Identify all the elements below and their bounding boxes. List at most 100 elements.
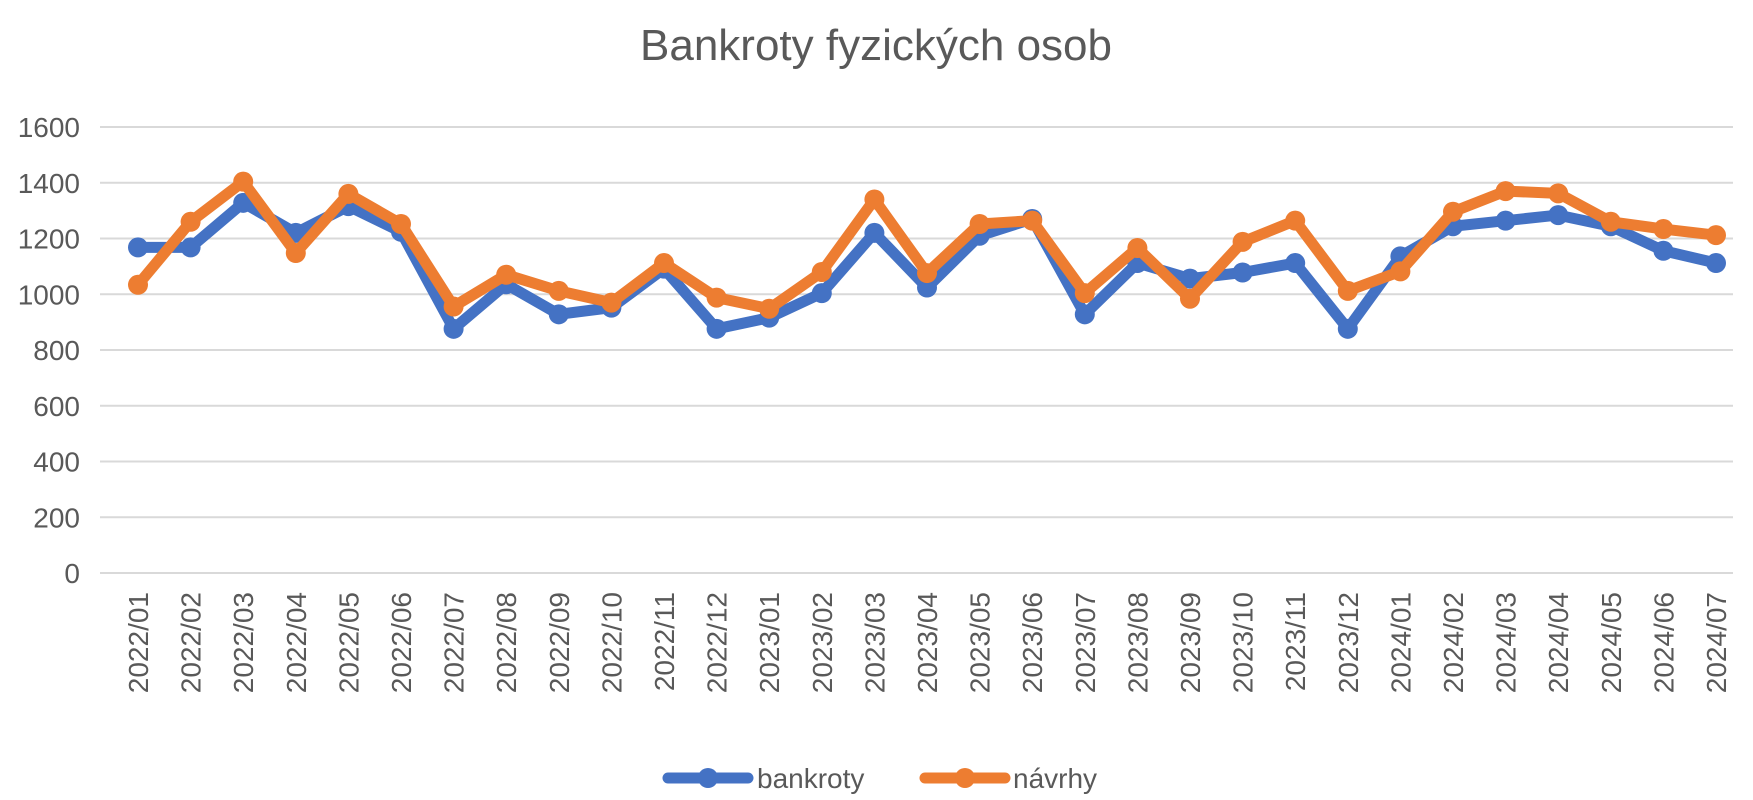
data-point — [1285, 210, 1306, 231]
data-point — [1337, 280, 1358, 301]
grid — [100, 126, 1733, 574]
x-tick-label: 2022/06 — [386, 592, 417, 693]
data-point — [1390, 261, 1411, 282]
data-point — [338, 183, 359, 204]
data-point — [1653, 240, 1674, 261]
legend-item-bankroty: bankroty — [662, 763, 864, 794]
data-point — [1548, 183, 1569, 204]
x-tick-label: 2023/03 — [859, 592, 890, 693]
y-tick-label: 400 — [33, 447, 80, 478]
x-tick-label: 2024/02 — [1438, 592, 1469, 693]
data-point — [1285, 253, 1306, 274]
data-point — [1495, 210, 1516, 231]
chart-title: Bankroty fyzických osob — [640, 21, 1112, 70]
data-point — [1074, 304, 1095, 325]
x-tick-label: 2023/07 — [1070, 592, 1101, 693]
data-point — [706, 318, 727, 339]
data-point — [180, 237, 201, 258]
data-point — [1706, 225, 1726, 246]
y-tick-label: 800 — [33, 335, 80, 366]
x-tick-label: 2023/12 — [1333, 592, 1364, 693]
data-point — [233, 171, 254, 192]
x-tick-label: 2024/05 — [1596, 592, 1627, 693]
x-tick-label: 2022/01 — [123, 592, 154, 693]
y-tick-label: 200 — [33, 502, 80, 533]
x-tick-label: 2022/09 — [544, 592, 575, 693]
data-point — [1232, 231, 1253, 252]
data-point — [969, 214, 990, 235]
x-tick-label: 2022/08 — [491, 592, 522, 693]
data-point — [811, 283, 832, 304]
legend-label: návrhy — [1013, 763, 1097, 794]
y-tick-label: 1000 — [18, 279, 80, 310]
series-návrhy — [128, 171, 1726, 319]
data-point — [443, 318, 464, 339]
x-tick-label: 2023/06 — [1017, 592, 1048, 693]
data-point — [1495, 181, 1516, 202]
x-axis-ticks: 2022/01 2022/02 2022/03 2022/04 2022/05 2022/… — [123, 592, 1732, 693]
data-point — [706, 287, 727, 308]
data-point — [759, 298, 780, 319]
data-point — [864, 189, 885, 210]
data-point — [1706, 253, 1726, 274]
x-tick-label: 2022/04 — [281, 592, 312, 693]
data-point — [601, 292, 622, 313]
x-tick-label: 2023/10 — [1228, 592, 1259, 693]
data-point — [233, 192, 254, 213]
data-point — [1600, 211, 1621, 232]
data-point — [1074, 283, 1095, 304]
data-point — [1127, 237, 1148, 258]
data-point — [1548, 205, 1569, 226]
data-point — [1653, 219, 1674, 240]
data-point — [654, 253, 674, 274]
data-point — [285, 242, 306, 263]
data-point — [1337, 318, 1358, 339]
legend-label: bankroty — [757, 763, 864, 794]
data-point — [917, 277, 937, 298]
data-point — [548, 280, 569, 301]
data-point — [496, 264, 517, 285]
x-tick-label: 2022/05 — [333, 592, 364, 693]
data-point — [1180, 268, 1200, 289]
data-point — [180, 211, 201, 232]
y-tick-label: 600 — [33, 391, 80, 422]
x-tick-label: 2022/03 — [228, 592, 259, 693]
legend-item-návrhy: návrhy — [919, 763, 1097, 794]
x-tick-label: 2024/01 — [1385, 592, 1416, 693]
x-tick-label: 2023/08 — [1122, 592, 1153, 693]
x-tick-label: 2022/11 — [649, 592, 680, 691]
data-point — [917, 263, 937, 284]
x-tick-label: 2024/03 — [1491, 592, 1522, 693]
y-tick-label: 1600 — [18, 112, 80, 143]
y-tick-label: 1200 — [18, 224, 80, 255]
x-tick-label: 2024/06 — [1648, 592, 1679, 693]
data-point — [1180, 288, 1200, 309]
y-axis-ticks: 0 200 400 600 800 1000 1200 1400 1600 — [18, 112, 80, 589]
data-point — [443, 296, 464, 317]
x-tick-label: 2022/02 — [176, 592, 207, 693]
x-tick-label: 2023/09 — [1175, 592, 1206, 693]
y-tick-label: 0 — [64, 558, 80, 589]
legend-swatch-marker — [698, 768, 718, 788]
data-point — [811, 261, 832, 282]
legend-swatch-marker — [955, 768, 975, 788]
x-tick-label: 2023/01 — [754, 592, 785, 693]
x-tick-label: 2023/05 — [965, 592, 996, 693]
x-tick-label: 2022/07 — [439, 592, 470, 693]
x-tick-label: 2023/11 — [1280, 592, 1311, 691]
data-point — [864, 222, 885, 243]
data-point — [128, 237, 148, 258]
legend: bankroty návrhy — [662, 763, 1097, 794]
x-tick-label: 2023/04 — [912, 592, 943, 693]
x-tick-label: 2022/10 — [596, 592, 627, 693]
x-tick-label: 2022/12 — [702, 592, 733, 693]
x-tick-label: 2024/07 — [1701, 592, 1732, 693]
series-layer — [128, 171, 1726, 339]
data-point — [128, 274, 148, 295]
x-tick-label: 2023/02 — [807, 592, 838, 693]
data-point — [1232, 262, 1253, 283]
data-point — [1443, 201, 1463, 222]
x-tick-label: 2024/04 — [1543, 592, 1574, 693]
data-point — [1022, 210, 1043, 231]
